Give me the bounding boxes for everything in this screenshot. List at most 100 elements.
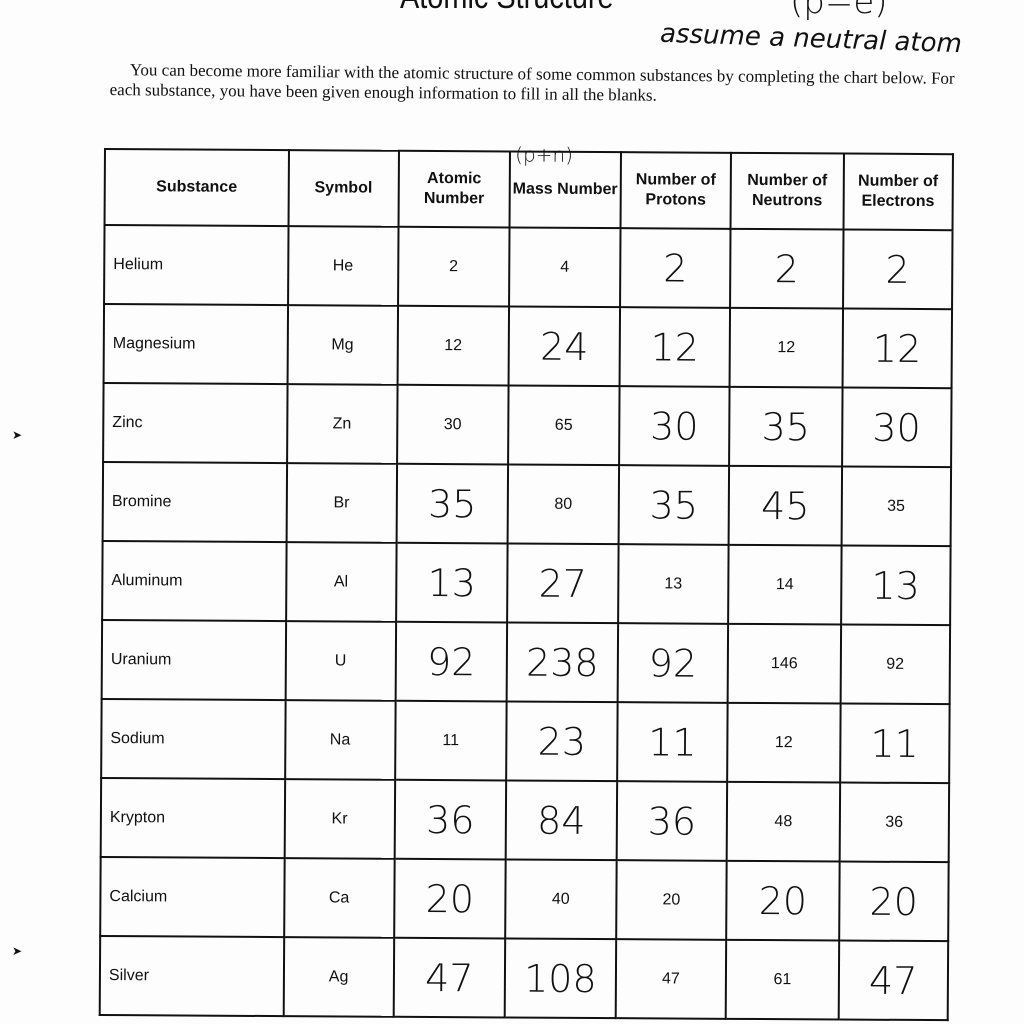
handwritten-answer-cell: 30 (618, 386, 730, 466)
printed-value-cell: 12 (727, 702, 841, 783)
printed-value-cell: U (285, 621, 396, 701)
column-header: Number of Protons (620, 152, 732, 229)
printed-value-cell: 14 (728, 544, 842, 625)
table-row: Bromine Br 35 80 35 45 35 (102, 462, 952, 547)
handwritten-answer-cell: 35 (618, 465, 730, 545)
table-row: Calcium Ca 20 40 20 20 20 (100, 856, 949, 942)
substance-cell: Helium (104, 225, 289, 306)
intro-text: You can become more familiar with the at… (109, 60, 955, 105)
printed-value-cell: 61 (726, 939, 839, 1020)
printed-value-cell: 48 (727, 781, 840, 862)
printed-value-cell: 11 (394, 700, 507, 781)
handwritten-answer-cell: 11 (839, 703, 950, 784)
printed-value-cell: 30 (396, 384, 509, 465)
printed-value-cell: Al (285, 542, 397, 622)
printed-value-cell: Ca (283, 858, 395, 938)
handwritten-answer-cell: 13 (840, 545, 951, 626)
handwritten-answer-cell: 84 (505, 780, 617, 861)
table-row: Helium He 2 4 2 2 2 (104, 225, 953, 310)
printed-value-cell: 92 (840, 624, 951, 705)
printed-value-cell: 146 (727, 623, 841, 704)
substance-cell: Aluminum (102, 540, 287, 622)
column-header: Atomic Number (398, 150, 511, 228)
column-header-label: Substance (156, 178, 238, 196)
margin-arrow-mark: ➤ (12, 428, 23, 442)
column-header-label: Mass Number (512, 180, 618, 199)
printed-value-cell: Ag (283, 937, 394, 1017)
handwritten-answer-cell: 92 (395, 621, 508, 702)
printed-value-cell: 4 (509, 227, 621, 308)
handwritten-answer-cell: 20 (726, 860, 840, 941)
handwritten-answer-cell: 108 (504, 938, 616, 1019)
handwritten-answer-cell: 23 (506, 701, 618, 782)
handwritten-answer-cell: 12 (842, 308, 953, 389)
printed-value-cell: 12 (397, 305, 510, 386)
printed-value-cell: Br (286, 463, 397, 543)
printed-value-cell: 80 (507, 464, 619, 545)
column-header: (p+n) Mass Number (509, 143, 621, 229)
table-row: Uranium U 92 238 92 146 92 (101, 619, 951, 705)
page-title: Atomic Structure (400, 0, 614, 17)
handwritten-answer-cell: 2 (842, 229, 953, 310)
handwritten-answer-cell: 2 (730, 228, 844, 309)
table-row: Aluminum Al 13 27 13 14 13 (102, 540, 951, 626)
printed-value-cell: 47 (615, 939, 727, 1019)
column-header: Symbol (288, 150, 399, 227)
handwritten-answer-cell: 238 (506, 622, 618, 703)
substance-cell: Silver (99, 935, 284, 1017)
handwritten-answer-cell: 35 (729, 386, 843, 467)
printed-value-cell: 20 (615, 860, 728, 940)
substance-cell: Magnesium (103, 304, 288, 385)
printed-value-cell: 40 (505, 859, 617, 940)
printed-value-cell: 36 (839, 782, 950, 863)
substance-cell: Sodium (101, 698, 286, 780)
column-header: Number of Neutrons (730, 152, 844, 230)
handwritten-answer-cell: 12 (619, 307, 731, 387)
column-header: Substance (104, 149, 289, 227)
handwritten-answer-cell: 47 (838, 940, 949, 1021)
column-header: Number of Electrons (843, 153, 953, 231)
handwritten-answer-cell: 36 (394, 779, 507, 860)
substance-cell: Calcium (100, 856, 285, 938)
column-header-label: Number of Neutrons (747, 171, 828, 210)
column-header-label: Number of Electrons (858, 172, 939, 211)
handwritten-answer-cell: 24 (508, 306, 620, 387)
handwritten-answer-cell: 92 (617, 623, 729, 703)
intro-paragraph: You can become more familiar with the at… (110, 60, 970, 109)
handwritten-answer-cell: 20 (838, 861, 949, 942)
handwritten-neutral-note: assume a neutral atom (659, 18, 963, 60)
column-header-label: Number of Protons (635, 171, 716, 209)
column-header-label: Symbol (314, 179, 373, 197)
substance-cell: Krypton (100, 777, 285, 859)
substance-cell: Uranium (101, 619, 286, 701)
handwritten-answer-cell: 47 (393, 937, 506, 1018)
printed-value-cell: Na (284, 700, 396, 780)
printed-value-cell: 35 (841, 466, 952, 547)
table-row: Zinc Zn 30 65 30 35 30 (103, 383, 952, 468)
handwritten-answer-cell: 11 (616, 702, 728, 782)
table-row: Silver Ag 47 108 47 61 47 (99, 935, 949, 1021)
printed-value-cell: 65 (508, 385, 620, 466)
column-header-label: Atomic Number (423, 169, 485, 208)
handwritten-mass-note: (p+n) (515, 142, 574, 167)
table-row: Krypton Kr 36 84 36 48 36 (100, 777, 950, 863)
handwritten-p-equals-e: (p=e) (790, 0, 888, 22)
printed-value-cell: Mg (287, 305, 398, 385)
printed-value-cell: 12 (729, 307, 843, 388)
printed-value-cell: 13 (617, 544, 729, 624)
handwritten-answer-cell: 36 (616, 781, 728, 861)
substance-cell: Zinc (103, 383, 288, 464)
margin-arrow-mark: ➤ (12, 944, 23, 958)
printed-value-cell: 2 (397, 226, 510, 307)
table-header-row: Substance Symbol Atomic Number (p+n) Mass Nu… (104, 143, 953, 231)
atomic-structure-table: Substance Symbol Atomic Number (p+n) Mass Nu… (99, 143, 954, 1021)
handwritten-answer-cell: 13 (395, 542, 508, 623)
printed-value-cell: He (287, 226, 399, 306)
handwritten-answer-cell: 2 (619, 228, 731, 308)
printed-value-cell: Kr (284, 779, 395, 859)
table-row: Sodium Na 11 23 11 12 11 (101, 698, 950, 784)
substance-cell: Bromine (102, 462, 287, 543)
printed-value-cell: Zn (286, 384, 398, 464)
handwritten-answer-cell: 30 (841, 387, 952, 468)
